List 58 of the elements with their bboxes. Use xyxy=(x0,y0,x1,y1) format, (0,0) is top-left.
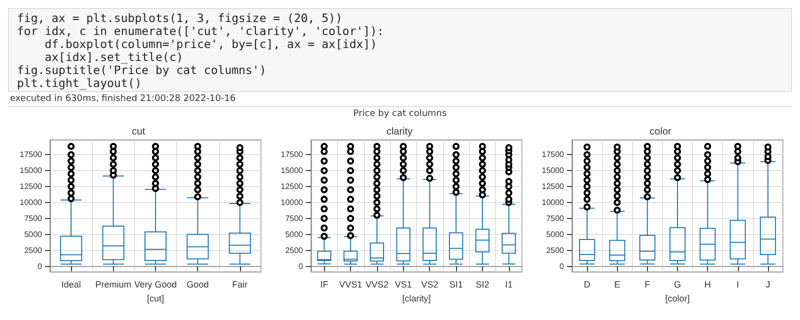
x-tick-label: Good xyxy=(186,280,209,290)
text: ax[idx].set_title(c) xyxy=(44,50,184,64)
y-tick-label: 7500 xyxy=(546,214,565,223)
x-tick-label: IF xyxy=(320,280,329,290)
y-tick-label: 12500 xyxy=(280,182,304,192)
y-tick-label: 2500 xyxy=(546,246,565,255)
y-tick-label: 15000 xyxy=(542,166,565,176)
x-tick-label: Very Good xyxy=(134,280,177,290)
x-tick-label: SI1 xyxy=(449,280,463,290)
x-tick-label: Fair xyxy=(232,280,248,290)
text: for idx, c in enumerate(['cut', 'clarity', 'color']): xyxy=(17,24,384,38)
chart-title: cut xyxy=(132,126,146,138)
y-tick-label: 10000 xyxy=(542,198,565,207)
x-tick-label: I1 xyxy=(505,280,513,290)
x-tick-label: SI2 xyxy=(476,280,490,290)
x-tick-label: E xyxy=(614,280,620,290)
y-tick-label: 7500 xyxy=(285,214,304,223)
text: plt.tight_layout() xyxy=(17,76,142,90)
x-tick-label: Premium xyxy=(95,280,132,290)
y-tick-label: 5000 xyxy=(24,230,43,239)
y-tick-label: 17500 xyxy=(542,150,565,160)
y-tick-label: 15000 xyxy=(20,166,43,176)
x-tick-label: F xyxy=(644,280,651,290)
x-tick-label: I xyxy=(736,280,740,290)
x-tick-label: Ideal xyxy=(61,280,81,290)
y-tick-label: 17500 xyxy=(280,150,304,160)
y-tick-label: 5000 xyxy=(285,230,304,239)
chart-title: clarity xyxy=(386,126,413,138)
x-axis-title: [clarity] xyxy=(402,294,431,304)
y-tick-label: 2500 xyxy=(285,246,304,255)
y-tick-label: 5000 xyxy=(546,230,565,239)
x-tick-label: D xyxy=(584,280,591,290)
text: Price by cat columns xyxy=(352,109,448,119)
y-tick-label: 12500 xyxy=(20,182,43,192)
x-tick-label: G xyxy=(674,280,682,290)
y-tick-label: 2500 xyxy=(24,246,43,255)
y-tick-label: 0 xyxy=(560,262,565,271)
x-tick-label: H xyxy=(704,280,711,290)
x-tick-label: J xyxy=(766,280,770,290)
text: executed in 630ms, finished 21:00:28 2022-10-16 xyxy=(8,92,792,107)
y-tick-label: 15000 xyxy=(280,166,304,176)
y-tick-label: 0 xyxy=(298,262,304,271)
y-tick-label: 10000 xyxy=(280,198,304,207)
x-axis-title: [color] xyxy=(665,294,690,304)
x-axis-title: [cut] xyxy=(146,294,164,304)
y-tick-label: 7500 xyxy=(24,214,43,223)
x-tick-label: VVS2 xyxy=(365,280,388,290)
text: fig.suptitle('Price by cat columns') xyxy=(17,63,266,77)
y-tick-label: 17500 xyxy=(20,150,43,160)
x-tick-label: VS2 xyxy=(421,280,438,290)
y-tick-label: 10000 xyxy=(20,198,43,207)
chart-title: color xyxy=(650,126,672,138)
x-tick-label: VS1 xyxy=(394,280,412,290)
x-tick-label: VVS1 xyxy=(339,280,362,290)
text: fig, ax = plt.subplots(1, 3, figsize = (20, 5)) xyxy=(17,11,342,25)
y-tick-label: 12500 xyxy=(542,182,565,192)
y-tick-label: 0 xyxy=(38,262,43,271)
text: df.boxplot(column='price', by=[c], ax = ax[idx]) xyxy=(44,37,378,51)
